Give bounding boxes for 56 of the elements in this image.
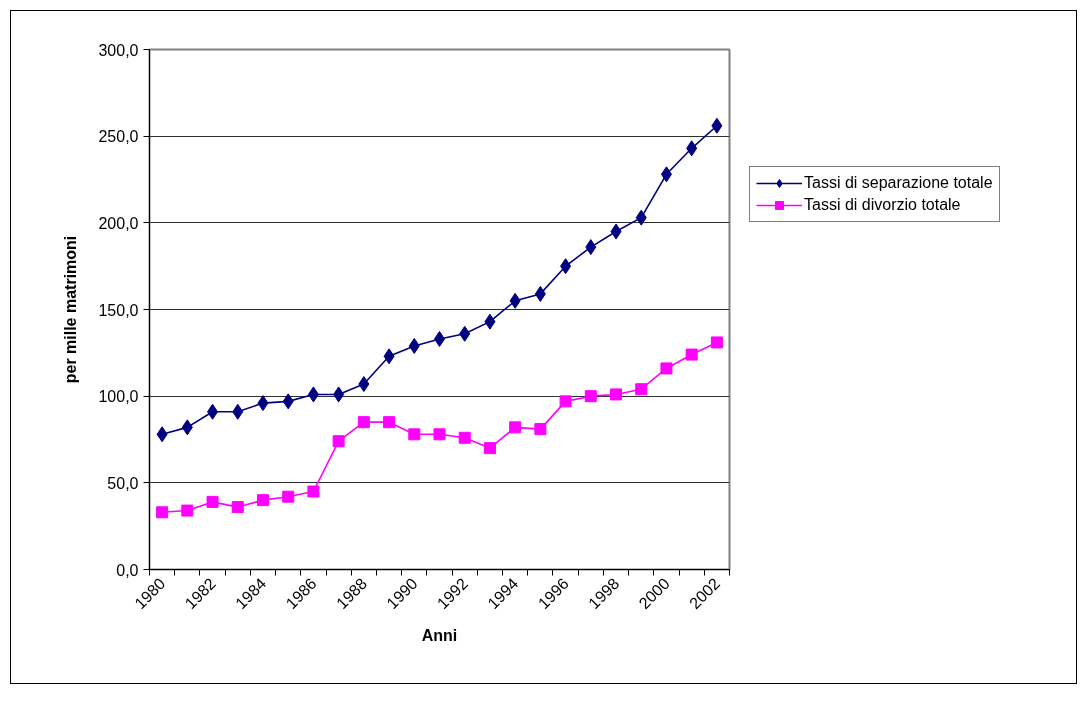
point	[660, 362, 673, 375]
point	[307, 485, 320, 498]
point	[635, 383, 648, 396]
legend-label: Tassi di divorzio totale	[804, 196, 961, 214]
point	[232, 403, 244, 420]
point	[459, 325, 471, 342]
y-tick-label: 0,0	[116, 561, 139, 579]
point	[509, 292, 521, 309]
y-tick-label: 100,0	[98, 388, 139, 406]
point	[333, 386, 345, 403]
point	[156, 426, 168, 443]
point	[332, 435, 345, 448]
point	[433, 428, 446, 441]
point	[560, 258, 572, 275]
y-tick-label: 200,0	[98, 214, 139, 232]
point	[685, 348, 698, 361]
point	[458, 431, 471, 444]
point	[484, 313, 496, 330]
y-axis-title: per mille matrimoni	[62, 235, 80, 384]
y-tick-label: 50,0	[107, 474, 139, 492]
point	[660, 166, 672, 183]
point	[231, 501, 244, 514]
point	[181, 419, 193, 436]
y-tick-label: 300,0	[98, 41, 139, 59]
point	[181, 504, 194, 517]
point	[206, 495, 219, 508]
point	[711, 117, 723, 134]
y-tick-label: 150,0	[98, 301, 139, 319]
point	[257, 395, 269, 412]
point	[509, 421, 522, 434]
point	[710, 336, 723, 349]
point	[610, 223, 622, 240]
legend-label: Tassi di separazione totale	[804, 174, 993, 192]
point	[357, 416, 370, 429]
point	[282, 393, 294, 410]
point	[534, 423, 547, 436]
point	[383, 348, 395, 365]
point	[207, 403, 219, 420]
point	[307, 386, 319, 403]
point	[534, 285, 546, 302]
point	[282, 490, 295, 503]
point	[610, 388, 623, 401]
point	[383, 416, 396, 429]
point	[408, 428, 421, 441]
point	[156, 506, 169, 519]
point	[635, 209, 647, 226]
point	[483, 442, 496, 455]
point	[256, 494, 269, 507]
point	[686, 140, 698, 157]
x-axis-title: Anni	[421, 627, 458, 645]
point	[559, 395, 572, 408]
point	[584, 390, 597, 403]
point	[358, 376, 370, 393]
point	[585, 239, 597, 256]
y-tick-label: 250,0	[98, 128, 139, 146]
point	[408, 337, 420, 354]
